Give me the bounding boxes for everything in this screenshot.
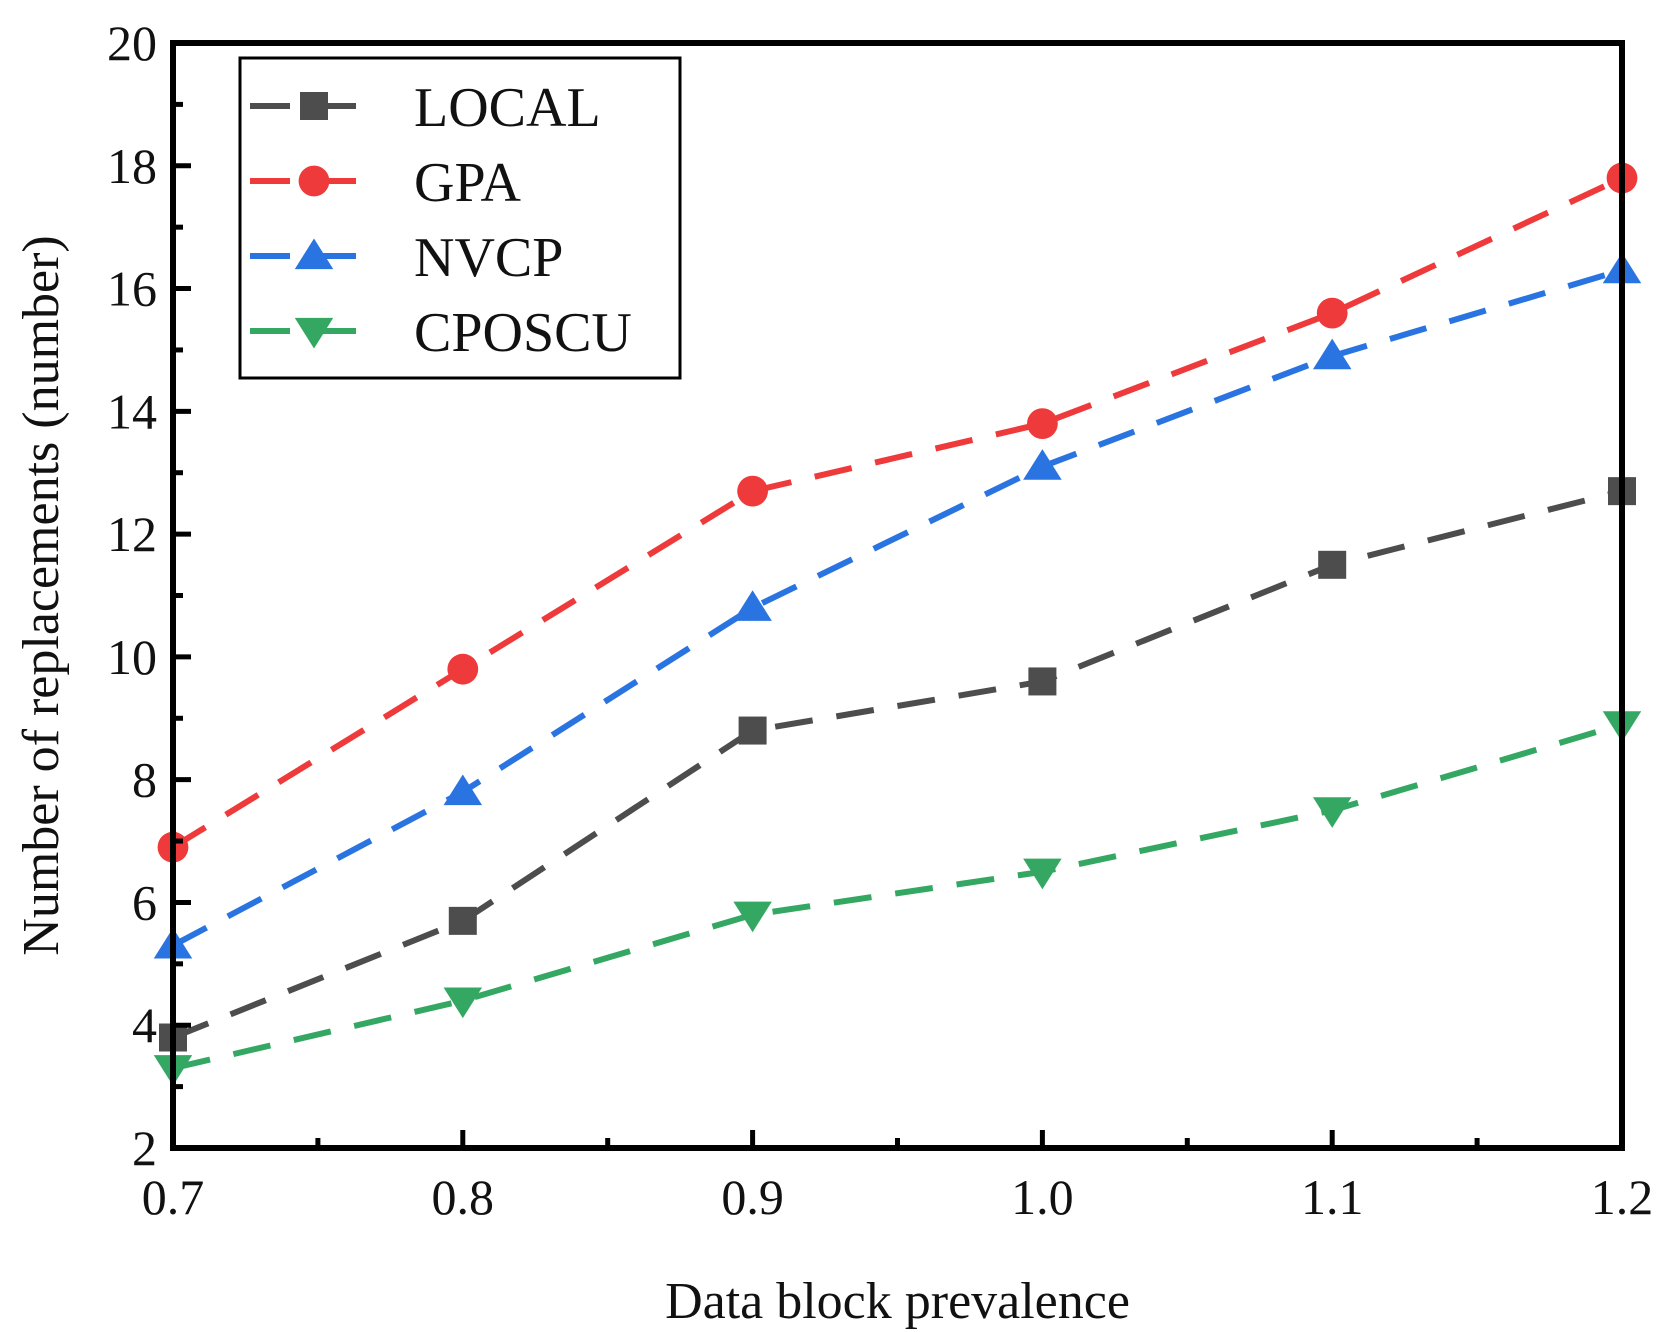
legend-marker bbox=[300, 92, 328, 120]
legend: LOCAL GPA NVCP CPOSCU bbox=[238, 56, 682, 380]
data-point-gpa bbox=[1316, 297, 1348, 329]
y-tick-label: 10 bbox=[107, 629, 157, 685]
data-point-nvcp bbox=[1023, 449, 1062, 480]
y-tick-label: 14 bbox=[107, 383, 157, 439]
data-point-local bbox=[448, 906, 477, 935]
data-point-cposcu bbox=[1312, 797, 1352, 828]
y-tick-label: 6 bbox=[132, 874, 157, 930]
series-line-cposcu bbox=[172, 721, 1623, 1072]
legend-item-local: LOCAL bbox=[250, 77, 601, 139]
legend-label: NVCP bbox=[414, 227, 563, 289]
legend-item-nvcp: NVCP bbox=[250, 227, 563, 289]
data-point-nvcp bbox=[443, 774, 483, 806]
data-point-gpa bbox=[447, 653, 479, 685]
y-tick-label: 12 bbox=[107, 506, 157, 562]
data-point-cposcu bbox=[733, 901, 772, 933]
series-line-nvcp bbox=[171, 267, 1623, 949]
legend-marker bbox=[294, 238, 334, 270]
data-point-local bbox=[1028, 667, 1057, 696]
x-tick-label: 0.9 bbox=[721, 1169, 784, 1225]
series-local bbox=[159, 477, 1636, 1052]
legend-label: GPA bbox=[414, 152, 521, 214]
series-gpa bbox=[157, 162, 1638, 863]
data-point-cposcu bbox=[443, 987, 483, 1019]
series-line-local bbox=[171, 488, 1623, 1041]
y-tick-label: 16 bbox=[107, 261, 157, 317]
legend-marker bbox=[294, 317, 334, 349]
legend-marker bbox=[298, 165, 330, 197]
series-line-gpa bbox=[171, 175, 1624, 850]
x-tick-label: 1.0 bbox=[1011, 1169, 1074, 1225]
legend-label: LOCAL bbox=[414, 77, 601, 139]
y-tick-label: 2 bbox=[132, 1120, 157, 1176]
data-point-gpa bbox=[1027, 408, 1058, 440]
x-tick-label: 1.2 bbox=[1591, 1169, 1654, 1225]
series-cposcu bbox=[153, 711, 1642, 1086]
y-tick-label: 18 bbox=[107, 138, 157, 194]
x-tick-label: 0.7 bbox=[142, 1169, 205, 1225]
legend-item-cposcu: CPOSCU bbox=[250, 302, 632, 364]
legend-item-gpa: GPA bbox=[250, 152, 521, 214]
y-tick-label: 8 bbox=[132, 752, 157, 808]
series-layer bbox=[153, 162, 1642, 1086]
x-tick-label: 1.1 bbox=[1301, 1169, 1364, 1225]
y-axis-title: Number of replacements (number) bbox=[13, 235, 70, 955]
data-point-gpa bbox=[737, 475, 768, 507]
data-point-cposcu bbox=[1023, 858, 1062, 890]
axis-ticks: 0.7 0.8 0.9 1.0 1.1 1.2 2 4 6 8 10 12 14 16 18 20 bbox=[107, 15, 1653, 1225]
data-point-local bbox=[1318, 550, 1347, 579]
data-point-nvcp bbox=[1312, 338, 1352, 370]
data-point-nvcp bbox=[733, 590, 772, 621]
y-tick-label: 20 bbox=[107, 15, 157, 71]
legend-label: CPOSCU bbox=[414, 302, 632, 364]
data-point-local bbox=[738, 716, 767, 745]
x-axis-title: Data block prevalence bbox=[665, 1273, 1130, 1330]
x-tick-label: 0.8 bbox=[432, 1169, 495, 1225]
y-tick-label: 4 bbox=[132, 997, 157, 1053]
